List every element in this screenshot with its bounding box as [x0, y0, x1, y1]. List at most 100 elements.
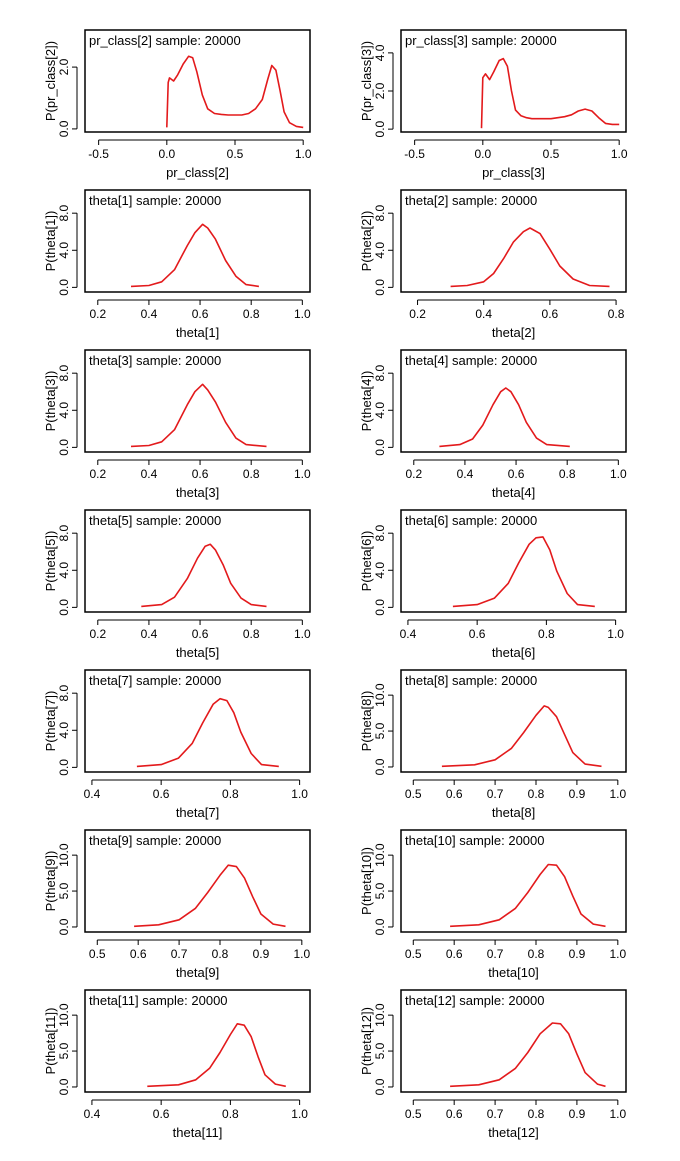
plot-frame: [400, 989, 627, 1093]
density-panel: theta[6] sample: 20000 0.4 0.6 0.8 1.0 theta[…: [359, 509, 627, 660]
density-panel: theta[9] sample: 20000 0.5 0.6 0.7 0.8 0.9 1.0…: [43, 829, 311, 980]
x-tick-label: 0.8: [222, 1107, 239, 1121]
x-tick-label: 1.0: [295, 147, 312, 161]
x-axis-label: theta[12]: [488, 1125, 539, 1140]
x-tick-label: 1.0: [293, 947, 310, 961]
x-tick-label: 1.0: [610, 467, 627, 481]
x-tick-label: 0.8: [243, 467, 260, 481]
x-tick-label: 0.4: [84, 787, 101, 801]
x-axis-label: theta[11]: [173, 1125, 223, 1140]
y-tick-label: 4.0: [373, 44, 387, 61]
plot-frame: [400, 829, 627, 933]
x-axis-label: theta[3]: [176, 485, 219, 500]
y-tick-label: 5.0: [57, 1042, 71, 1059]
y-axis-label: P(theta[5]): [43, 531, 58, 592]
density-curve: [439, 387, 570, 448]
plot-frame: [400, 669, 627, 773]
panel-title: theta[11] sample: 20000: [89, 993, 228, 1008]
y-tick-label: 5.0: [373, 882, 387, 899]
x-tick-label: 0.8: [528, 787, 545, 801]
density-panel: theta[10] sample: 20000 0.5 0.6 0.7 0.8 0.9 1.…: [359, 829, 627, 980]
x-tick-label: 1.0: [294, 627, 311, 641]
y-tick-label: 4.0: [57, 402, 71, 419]
x-tick-label: 0.4: [457, 467, 474, 481]
density-panel: theta[12] sample: 20000 0.5 0.6 0.7 0.8 0.9 1.…: [359, 989, 627, 1140]
density-curve: [147, 1022, 286, 1088]
y-tick-label: 8.0: [57, 365, 71, 382]
x-axis-label: theta[4]: [492, 485, 535, 500]
y-tick-label: 5.0: [373, 1042, 387, 1059]
density-panel: theta[3] sample: 20000 0.2 0.4 0.6 0.8 1.0 the…: [43, 349, 311, 500]
y-axis-label: P(theta[8]): [359, 691, 374, 752]
x-tick-label: 1.0: [294, 467, 311, 481]
x-tick-label: 0.7: [487, 787, 504, 801]
x-tick-label: 1.0: [294, 307, 311, 321]
x-tick-label: 0.4: [84, 1107, 101, 1121]
x-tick-label: 0.2: [409, 307, 426, 321]
y-tick-label: 0.0: [373, 439, 387, 456]
x-tick-label: 1.0: [611, 147, 628, 161]
y-axis-label: P(theta[3]): [43, 371, 58, 432]
plot-frame: [400, 189, 627, 293]
y-axis-label: P(theta[6]): [359, 531, 374, 592]
panel-title: theta[4] sample: 20000: [405, 353, 537, 368]
panel-title: theta[1] sample: 20000: [89, 193, 221, 208]
x-tick-label: 0.8: [243, 307, 260, 321]
y-tick-label: 4.0: [373, 402, 387, 419]
y-tick-label: 2.0: [373, 82, 387, 99]
y-tick-label: 4.0: [57, 562, 71, 579]
y-tick-label: 10.0: [373, 1003, 387, 1027]
x-tick-label: 0.6: [153, 787, 170, 801]
y-tick-label: 10.0: [373, 683, 387, 707]
density-panel: theta[5] sample: 20000 0.2 0.4 0.6 0.8 1.0 the…: [43, 509, 311, 660]
density-curve: [166, 55, 304, 129]
y-axis-label: P(theta[9]): [43, 851, 58, 912]
y-tick-label: 0.0: [57, 439, 71, 456]
y-axis-label: P(theta[7]): [43, 691, 58, 752]
x-tick-label: 0.5: [543, 147, 560, 161]
x-tick-label: 0.2: [89, 627, 106, 641]
panel-title: pr_class[3] sample: 20000: [405, 33, 557, 48]
x-tick-label: 0.4: [475, 307, 492, 321]
x-tick-label: 0.6: [469, 627, 486, 641]
x-tick-label: 0.8: [212, 947, 229, 961]
density-panel: theta[8] sample: 20000 0.5 0.6 0.7 0.8 0.9 1.0…: [359, 669, 627, 820]
x-tick-label: 0.6: [446, 947, 463, 961]
panel-title: theta[10] sample: 20000: [405, 833, 545, 848]
x-tick-label: 0.5: [89, 947, 106, 961]
x-tick-label: 0.4: [141, 467, 158, 481]
x-tick-label: -0.5: [404, 147, 425, 161]
y-axis-label: P(theta[10]): [359, 847, 374, 915]
panel-title: theta[3] sample: 20000: [89, 353, 221, 368]
density-curve: [452, 536, 595, 608]
density-curve: [450, 863, 606, 928]
x-tick-label: 0.0: [158, 147, 175, 161]
panel-title: pr_class[2] sample: 20000: [89, 33, 241, 48]
y-tick-label: 4.0: [373, 242, 387, 259]
y-tick-label: 4.0: [57, 242, 71, 259]
density-curve: [134, 864, 286, 928]
x-tick-label: 1.0: [607, 627, 624, 641]
panel-title: theta[6] sample: 20000: [405, 513, 537, 528]
x-tick-label: 1.0: [609, 947, 626, 961]
plot-frame: [84, 829, 311, 933]
density-panel: theta[1] sample: 20000 0.2 0.4 0.6 0.8 1.0 the…: [43, 189, 311, 340]
y-tick-label: 0.0: [373, 758, 387, 775]
x-tick-label: 1.0: [609, 1107, 626, 1121]
x-tick-label: 0.5: [405, 787, 422, 801]
x-tick-label: 0.8: [528, 1107, 545, 1121]
y-tick-label: 0.0: [57, 1078, 71, 1095]
plot-frame: [84, 989, 311, 1093]
density-panel: theta[2] sample: 20000 0.2 0.4 0.6 0.8 theta[…: [359, 189, 627, 340]
density-panel: pr_class[2] sample: 20000 -0.5 0.0 0.5 1.0 pr…: [43, 29, 312, 180]
x-axis-label: theta[10]: [488, 965, 539, 980]
y-tick-label: 0.0: [373, 1078, 387, 1095]
x-tick-label: 0.2: [405, 467, 422, 481]
x-tick-label: 0.7: [171, 947, 188, 961]
x-tick-label: 0.5: [405, 947, 422, 961]
y-tick-label: 0.0: [373, 120, 387, 137]
panel-title: theta[7] sample: 20000: [89, 673, 221, 688]
x-tick-label: 0.7: [487, 1107, 504, 1121]
x-tick-label: 0.9: [569, 1107, 586, 1121]
